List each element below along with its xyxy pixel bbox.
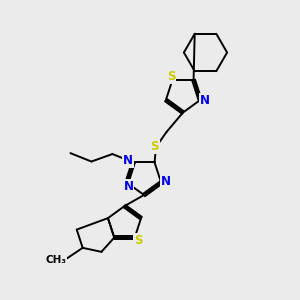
Text: N: N (123, 154, 133, 167)
Text: S: S (134, 234, 142, 247)
Text: N: N (123, 180, 134, 193)
Text: N: N (200, 94, 210, 106)
Text: S: S (167, 70, 175, 83)
Text: CH₃: CH₃ (45, 255, 66, 265)
Text: N: N (161, 175, 171, 188)
Text: S: S (150, 140, 159, 154)
